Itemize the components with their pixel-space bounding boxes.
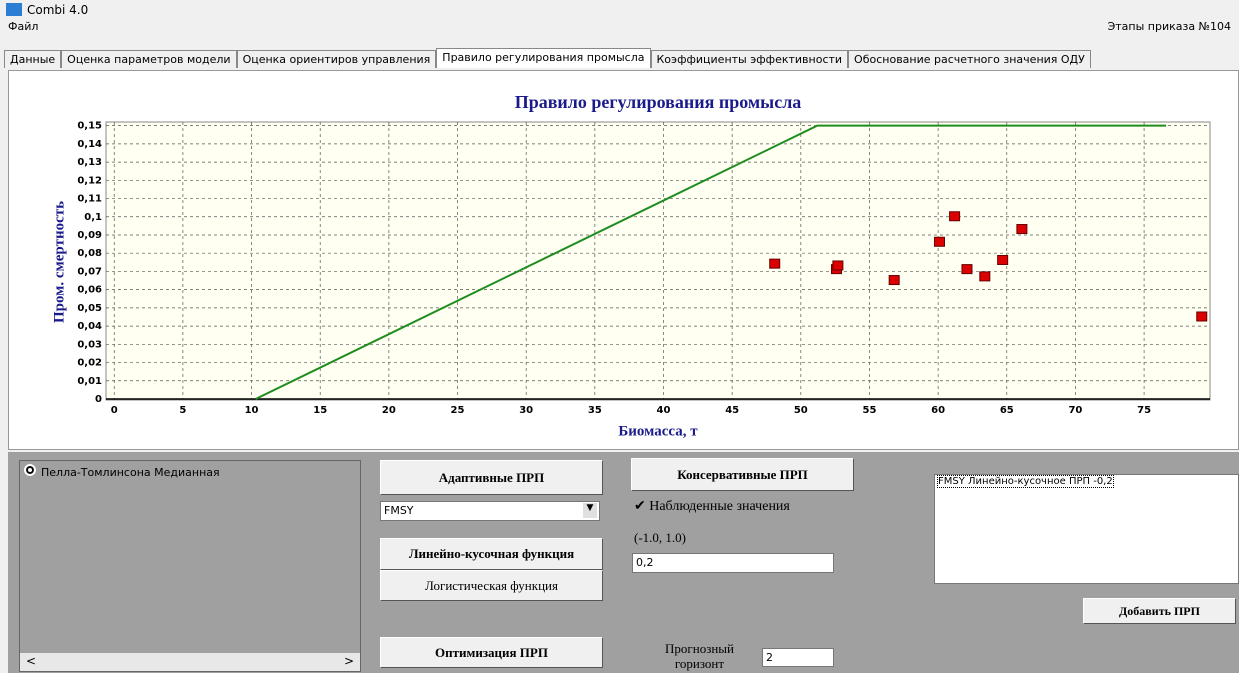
rules-list[interactable]: FMSY Линейно-кусочное ПРП -0,2 bbox=[934, 474, 1239, 584]
x-tick-label: 45 bbox=[725, 405, 739, 416]
y-tick-label: 0,03 bbox=[77, 339, 102, 350]
y-tick-label: 0,12 bbox=[77, 175, 102, 186]
window-title: Combi 4.0 bbox=[27, 3, 89, 17]
horizon-label: Прогнозный горизонт bbox=[665, 641, 734, 671]
y-tick-label: 0 bbox=[95, 394, 102, 405]
y-tick-label: 0,13 bbox=[77, 157, 102, 168]
model-label: Пелла-Томлинсона Медианная bbox=[41, 466, 220, 479]
y-tick-label: 0,11 bbox=[77, 194, 102, 205]
x-tick-label: 40 bbox=[657, 405, 671, 416]
chart: Правило регулирования промысла Биомасса, … bbox=[51, 92, 1211, 439]
y-tick-label: 0,09 bbox=[77, 230, 102, 241]
select[interactable]: FMSY ▼ bbox=[380, 501, 600, 521]
y-tick-label: 0,14 bbox=[77, 139, 102, 150]
scrollbar[interactable]: < > bbox=[20, 653, 360, 671]
tab[interactable]: Оценка параметров модели bbox=[61, 50, 237, 68]
x-tick-label: 35 bbox=[588, 405, 602, 416]
model-list: Пелла-Томлинсона Медианная < > bbox=[19, 460, 361, 672]
chart-title: Правило регулирования промысла bbox=[515, 92, 802, 112]
x-tick-label: 50 bbox=[794, 405, 808, 416]
point bbox=[1016, 224, 1028, 235]
button[interactable]: Адаптивные ПРП bbox=[380, 460, 603, 495]
button[interactable]: Консервативные ПРП bbox=[631, 458, 854, 491]
select-value: FMSY bbox=[384, 504, 414, 517]
line bbox=[255, 124, 1167, 400]
input-value: 2 bbox=[766, 651, 773, 664]
menu-item[interactable]: Файл bbox=[8, 20, 39, 33]
x-tick-label: 75 bbox=[1137, 405, 1151, 416]
tab[interactable]: Обоснование расчетного значения ОДУ bbox=[848, 50, 1091, 68]
x-tick-label: 25 bbox=[451, 405, 465, 416]
x-tick-label: 20 bbox=[382, 405, 396, 416]
x-tick-label: 55 bbox=[863, 405, 877, 416]
point bbox=[832, 260, 844, 271]
checkbox[interactable]: ✔ Наблюденные значения bbox=[634, 499, 790, 514]
y-axis-label: Пром. смертность bbox=[51, 201, 67, 323]
rule-item[interactable]: FMSY Линейно-кусочное ПРП -0,2 bbox=[937, 475, 1114, 488]
button[interactable]: Линейно-кусочная функция bbox=[380, 538, 603, 570]
x-tick-label: 0 bbox=[111, 405, 118, 416]
x-tick-label: 70 bbox=[1068, 405, 1082, 416]
x-tick-label: 5 bbox=[179, 405, 186, 416]
button[interactable]: Оптимизация ПРП bbox=[380, 637, 603, 668]
range-label: (-1.0, 1.0) bbox=[634, 530, 686, 545]
x-tick-label: 30 bbox=[519, 405, 533, 416]
button[interactable]: Добавить ПРП bbox=[1083, 598, 1236, 624]
y-tick-label: 0,02 bbox=[77, 358, 102, 369]
y-tick-label: 0,06 bbox=[77, 285, 102, 296]
x-tick-label: 65 bbox=[1000, 405, 1014, 416]
tab[interactable]: Оценка ориентиров управления bbox=[236, 50, 437, 68]
y-tick-label: 0,04 bbox=[77, 321, 102, 332]
y-tick-label: 0,15 bbox=[77, 121, 102, 132]
y-tick-label: 0,08 bbox=[77, 248, 102, 259]
x-axis-label: Биомасса, т bbox=[618, 423, 698, 439]
number-input[interactable]: 0,2 bbox=[632, 553, 834, 573]
point bbox=[979, 271, 991, 282]
model-option[interactable]: Пелла-Томлинсона Медианная bbox=[24, 464, 220, 479]
tab-bar: Данные Оценка параметров модели Оценка ори… bbox=[4, 48, 1091, 68]
point bbox=[1196, 311, 1208, 322]
tab[interactable]: Правило регулирования промысла bbox=[436, 48, 651, 68]
checkbox-label: Наблюденные значения bbox=[649, 499, 790, 514]
point bbox=[888, 275, 900, 286]
point bbox=[997, 255, 1009, 265]
stage-label: Этапы приказа №104 bbox=[1107, 20, 1231, 33]
x-tick-label: 60 bbox=[931, 405, 945, 416]
point bbox=[961, 264, 973, 275]
point bbox=[949, 211, 961, 222]
y-tick-label: 0,05 bbox=[77, 303, 102, 314]
y-tick-label: 0,07 bbox=[77, 266, 102, 277]
y-tick-label: 0,1 bbox=[84, 212, 102, 223]
point bbox=[769, 258, 781, 269]
x-tick-label: 10 bbox=[245, 405, 259, 416]
button[interactable]: Логистическая функция bbox=[380, 570, 603, 601]
tab[interactable]: Данные bbox=[4, 50, 62, 68]
app-icon bbox=[6, 3, 22, 16]
y-tick-label: 0,01 bbox=[77, 376, 102, 387]
number-input[interactable]: 2 bbox=[762, 648, 834, 667]
input-value: 0,2 bbox=[636, 556, 654, 569]
point bbox=[933, 236, 945, 247]
x-tick-label: 15 bbox=[313, 405, 327, 416]
plot-area bbox=[105, 121, 1211, 401]
tab[interactable]: Коэффициенты эффективности bbox=[650, 50, 849, 68]
